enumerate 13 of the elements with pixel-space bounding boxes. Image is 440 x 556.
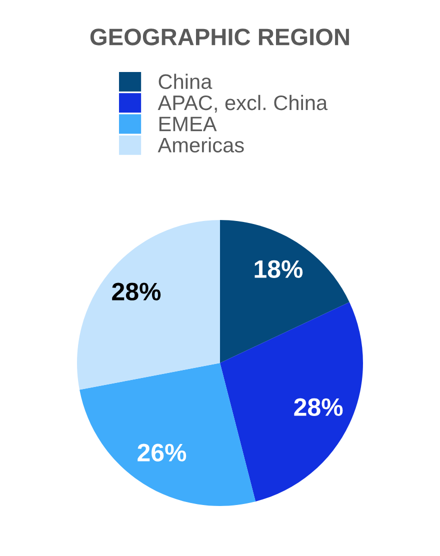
data-label: 18% bbox=[254, 260, 303, 278]
legend-label: China bbox=[158, 74, 212, 90]
data-label: 26% bbox=[138, 444, 186, 462]
pie-slice bbox=[220, 220, 350, 363]
pie-slice bbox=[220, 302, 363, 502]
pie-slice bbox=[77, 220, 220, 390]
chart-title: GEOGRAPHIC REGION bbox=[90, 28, 349, 46]
legend-label: EMEA bbox=[159, 116, 217, 132]
legend-label: Americas bbox=[158, 137, 244, 153]
data-label: 28% bbox=[112, 282, 161, 300]
pie-slice bbox=[80, 363, 256, 506]
legend-label: APAC, excl. China bbox=[158, 94, 328, 113]
data-label: 28% bbox=[294, 398, 343, 416]
